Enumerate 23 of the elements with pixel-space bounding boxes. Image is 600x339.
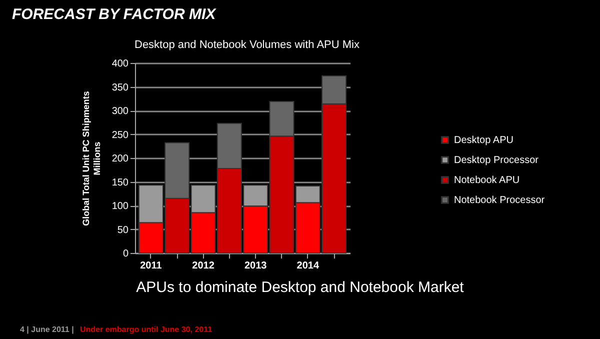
legend-label: Notebook Processor [454,195,546,206]
legend-label: Desktop Processor [454,155,540,166]
x-tick-label: 2014 [296,260,320,272]
chart-title: FORECAST BY FACTOR MIX [12,6,217,23]
y-tick-label: 200 [112,154,129,164]
y-tick-label: 400 [112,58,129,70]
text: 4 | June 2011 | [20,325,74,334]
legend-label: Notebook APU [454,175,520,186]
y-tick-label: 300 [112,106,129,117]
text: APUs to dominate Desktop and Notebook Market [136,279,465,296]
y-tick-label: 100 [112,201,129,212]
y-tick-label: 350 [112,82,129,94]
y-tick-label: 150 [112,177,129,188]
text: Under embargo until June 30, 2011 [80,325,213,334]
y-tick-label: 250 [112,130,129,141]
chart-subtitle: Desktop and Notebook Volumes with APU Mix [134,39,360,51]
y-axis-title: Global Total Unit PC Shipments Millions [80,91,102,226]
x-tick-label: 2012 [192,260,215,272]
y-tick-label: 50 [117,224,129,236]
x-tick-label: 2011 [140,260,162,272]
y-tick-label: 0 [122,248,129,260]
x-tick-label: 2013 [244,260,268,272]
legend-label: Desktop APU [454,135,514,146]
